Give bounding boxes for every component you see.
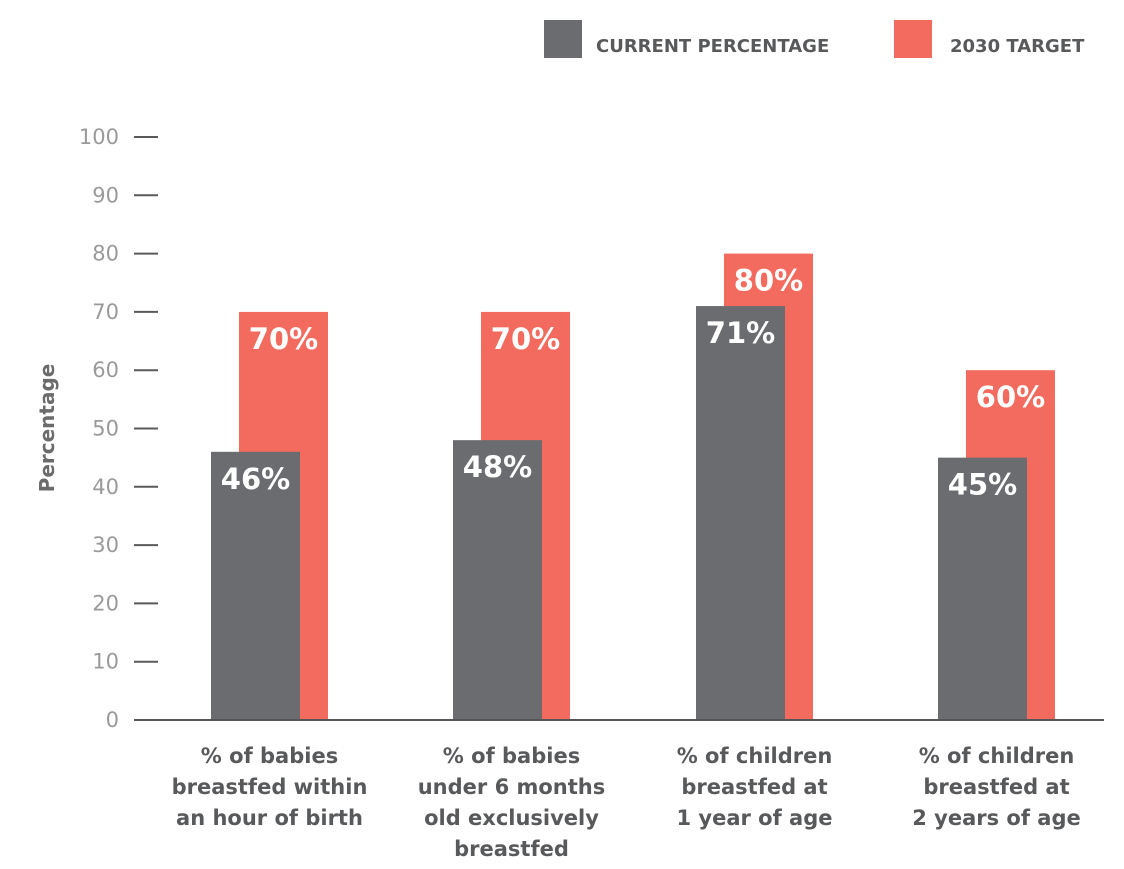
y-tick-label: 40	[92, 475, 119, 499]
target-value-label: 60%	[976, 380, 1045, 414]
category-label-line: % of children	[919, 744, 1075, 768]
category-label-line: 1 year of age	[676, 806, 832, 830]
legend-2030-target-label: 2030 TARGET	[950, 36, 1085, 57]
category-label-line: % of children	[677, 744, 833, 768]
category-label: % of children breastfed at 2 years of age	[912, 744, 1081, 830]
current-bar	[696, 306, 785, 720]
target-value-label: 70%	[491, 322, 560, 356]
y-tick-label: 80	[92, 242, 119, 266]
y-tick-label: 0	[106, 708, 119, 732]
y-tick-label: 30	[92, 533, 119, 557]
y-axis: 0 10 20 30 40 50 60 70 80 90 100	[79, 125, 158, 732]
current-value-label: 71%	[706, 316, 775, 350]
y-tick-label: 10	[92, 650, 119, 674]
legend-current-percentage-swatch	[544, 20, 582, 58]
current-bar	[211, 451, 300, 720]
target-value-label: 80%	[734, 264, 803, 298]
current-value-label: 45%	[948, 468, 1017, 502]
y-tick-label: 20	[92, 591, 119, 615]
legend-current-percentage-label: CURRENT PERCENTAGE	[596, 36, 829, 57]
category-label-line: % of babies	[443, 744, 580, 768]
category-label-line: % of babies	[201, 744, 338, 768]
category-label: % of babies under 6 months old exclusively…	[418, 744, 606, 861]
y-axis-label: Percentage	[35, 364, 59, 493]
category-label-line: 2 years of age	[912, 806, 1081, 830]
category-labels: % of babies breastfed within an hour of bi…	[172, 744, 1081, 861]
legend-2030-target-swatch	[894, 20, 932, 58]
category-label: % of children breastfed at 1 year of age	[676, 744, 832, 830]
current-value-label: 46%	[221, 462, 290, 496]
category-label-line: an hour of birth	[176, 806, 363, 830]
category-label-line: breastfed at	[923, 775, 1069, 799]
category-label-line: breastfed	[454, 837, 569, 861]
y-tick-label: 70	[92, 300, 119, 324]
y-tick-label: 100	[79, 125, 119, 149]
category-label-line: old exclusively	[424, 806, 599, 830]
category-label-line: breastfed within	[172, 775, 368, 799]
y-tick-label: 50	[92, 417, 119, 441]
y-tick-label: 60	[92, 358, 119, 382]
category-label-line: under 6 months	[418, 775, 606, 799]
current-bar	[453, 440, 542, 720]
category-label-line: breastfed at	[681, 775, 827, 799]
legend: CURRENT PERCENTAGE 2030 TARGET	[544, 20, 1085, 58]
bars: 70% 70% 80% 60% 46% 48% 71% 45%	[211, 253, 1055, 720]
current-bar	[938, 457, 1027, 720]
current-value-label: 48%	[463, 450, 532, 484]
target-value-label: 70%	[249, 322, 318, 356]
y-tick-label: 90	[92, 183, 119, 207]
category-label: % of babies breastfed within an hour of bi…	[172, 744, 368, 830]
